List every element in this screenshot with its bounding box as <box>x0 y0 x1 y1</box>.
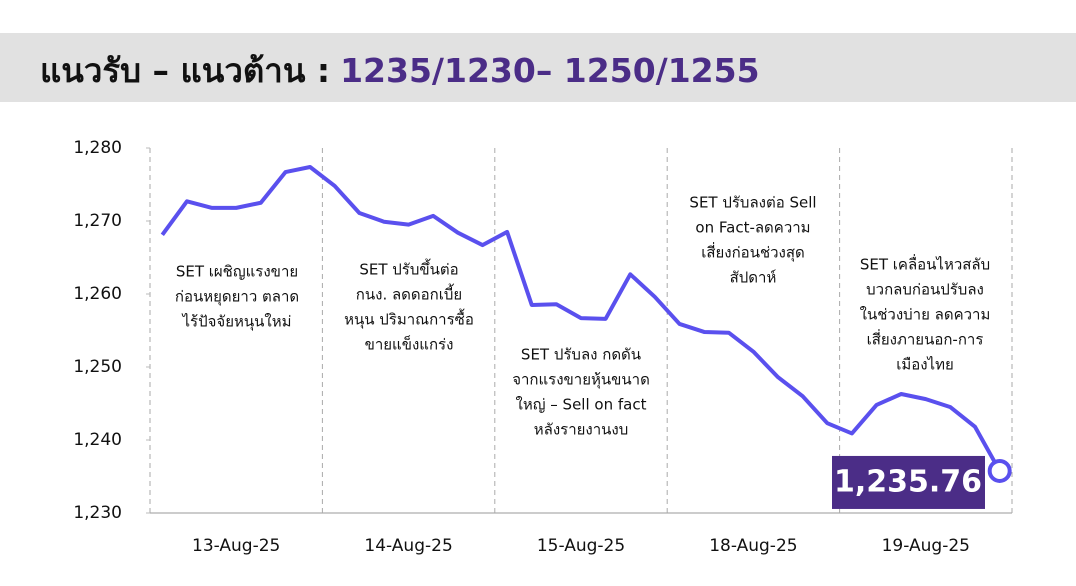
line <box>160 164 1002 472</box>
annotation: เมืองไทย <box>896 356 954 374</box>
value-label-box <box>832 455 985 509</box>
x-tick-label: 19-Aug-25 <box>882 536 970 556</box>
annotation: ในช่วงบ่าย ลดความ <box>860 306 991 324</box>
annotation: บวกลบก่อนปรับลง <box>866 281 984 299</box>
x-tick-label: 13-Aug-25 <box>192 536 280 556</box>
annotation: สัปดาห์ <box>730 269 777 287</box>
annotation: ไร้ปัจจัยหนุนใหม่ <box>182 313 292 332</box>
annotation: ขายแข็งแกร่ง <box>365 335 454 354</box>
annotation: SET ปรับลงต่อ Sell <box>689 194 816 212</box>
y-tick-label: 1,280 <box>73 138 122 158</box>
x-tick-label: 14-Aug-25 <box>364 536 452 556</box>
annotation: SET เคลื่อนไหวสลับ <box>860 254 990 274</box>
annotation: SET ปรับลง กดดัน <box>521 346 641 364</box>
y-tick-label: 1,270 <box>73 211 122 231</box>
x-tick-label: 15-Aug-25 <box>537 536 625 556</box>
annotation: SET ปรับขึ้นต่อ <box>359 259 458 279</box>
y-tick-label: 1,250 <box>73 357 122 377</box>
value-label: 1,235.76 <box>834 464 982 499</box>
header-label: แนวรับ – แนวต้าน : <box>40 51 330 90</box>
annotation: หลังรายงานงบ <box>534 421 629 439</box>
annotation: จากแรงขายหุ้นขนาด <box>512 371 650 390</box>
annotation: หนุน ปริมาณการซื้อ <box>344 309 474 330</box>
header-band <box>0 33 1076 102</box>
header: แนวรับ – แนวต้าน : 1235/1230– 1250/1255 <box>40 51 760 90</box>
annotation: เสี่ยงภายนอก-การ <box>867 329 984 349</box>
annotation: ก่อนหยุดยาว ตลาด <box>175 288 299 307</box>
end-point <box>987 458 1012 483</box>
annotation: เสี่ยงก่อนช่วงสุด <box>701 242 805 263</box>
annotation: กนง. ลดดอกเบี้ย <box>356 284 462 304</box>
x-tick-label: 18-Aug-25 <box>709 536 797 556</box>
annotation: on Fact-ลดความ <box>695 219 810 237</box>
y-tick-label: 1,240 <box>73 430 122 450</box>
header-levels: 1235/1230– 1250/1255 <box>340 51 759 90</box>
y-tick-label: 1,260 <box>73 284 122 304</box>
annotation: ใหญ่ – Sell on fact <box>516 396 647 414</box>
annotation: SET เผชิญแรงขาย <box>176 263 298 281</box>
y-tick-label: 1,230 <box>73 503 122 523</box>
